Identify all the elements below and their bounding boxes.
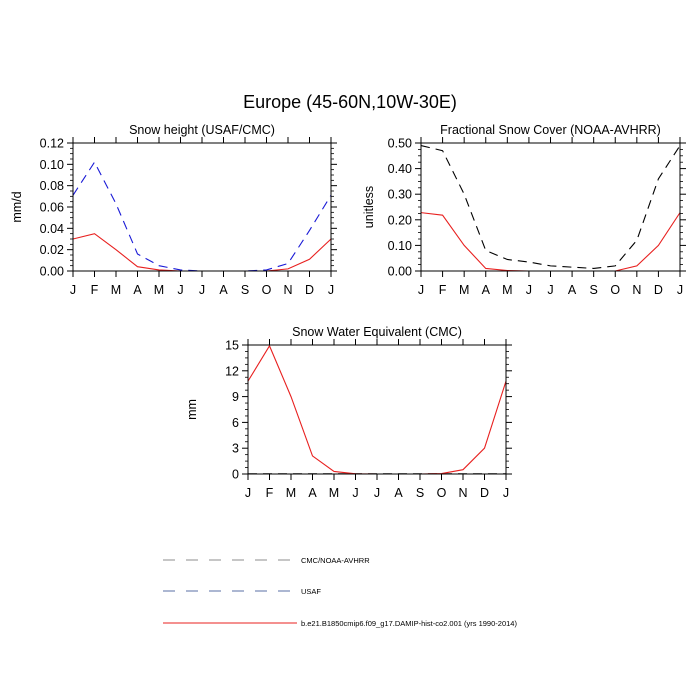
y-axis-label: mm/d <box>10 191 24 222</box>
y-tick-label: 0.02 <box>40 243 64 257</box>
legend-label: USAF <box>301 587 321 596</box>
x-tick-label: A <box>568 283 577 297</box>
y-tick-label: 15 <box>225 339 239 353</box>
x-tick-label: J <box>677 283 683 297</box>
legend-item: b.e21.B1850cmip6.f09_g17.DAMIP-hist-co2.… <box>163 619 517 628</box>
legend: CMC/NOAA-AVHRR USAF b.e21.B1850cmip6.f09_g… <box>163 556 517 628</box>
x-tick-label: A <box>133 283 142 297</box>
y-tick-label: 12 <box>225 364 239 378</box>
x-tick-label: N <box>458 486 467 500</box>
y-tick-label: 0.10 <box>388 239 412 253</box>
x-tick-label: J <box>374 486 380 500</box>
chart-panel-snow-height: Snow height (USAF/CMC) mm/d 0.00 0.02 0.04 0.… <box>10 123 337 297</box>
series-line-usaf <box>72 161 332 272</box>
plot-frame <box>247 344 507 475</box>
y-tick-label: 6 <box>232 416 239 430</box>
x-tick-label: J <box>199 283 205 297</box>
y-tick-label: 0.30 <box>388 188 412 202</box>
x-tick-label: O <box>262 283 272 297</box>
x-tick-label: M <box>502 283 512 297</box>
panel-title: Fractional Snow Cover (NOAA-AVHRR) <box>440 123 661 137</box>
legend-item: CMC/NOAA-AVHRR <box>163 556 370 565</box>
x-tick-label: J <box>328 283 334 297</box>
x-tick-label: O <box>610 283 620 297</box>
chart-panel-fractional-snow-cover: Fractional Snow Cover (NOAA-AVHRR) unitle… <box>362 123 686 297</box>
x-tick-label: J <box>177 283 183 297</box>
plot-frame <box>420 142 681 272</box>
y-tick-label: 0.06 <box>40 201 64 215</box>
figure-title: Europe (45-60N,10W-30E) <box>243 92 457 112</box>
series-line-model <box>72 233 332 272</box>
y-tick-label: 0.00 <box>388 265 412 279</box>
x-tick-label: M <box>459 283 469 297</box>
legend-label: CMC/NOAA-AVHRR <box>301 556 370 565</box>
x-tick-label: D <box>480 486 489 500</box>
y-tick-label: 9 <box>232 390 239 404</box>
y-tick-label: 0 <box>232 468 239 482</box>
x-tick-label: D <box>654 283 663 297</box>
y-tick-label: 3 <box>232 442 239 456</box>
x-tick-label: S <box>589 283 597 297</box>
x-tick-label: N <box>283 283 292 297</box>
y-tick-label: 0.04 <box>40 222 64 236</box>
y-tick-label: 0.50 <box>388 137 412 151</box>
y-tick-label: 0.10 <box>40 158 64 172</box>
panel-title: Snow height (USAF/CMC) <box>129 123 275 137</box>
y-tick-label: 0.12 <box>40 137 64 151</box>
series-line-model <box>247 344 507 475</box>
x-tick-label: F <box>439 283 447 297</box>
y-axis-label: unitless <box>362 186 376 228</box>
y-tick-label: 0.40 <box>388 162 412 176</box>
x-tick-label: F <box>91 283 99 297</box>
y-tick-label: 0.20 <box>388 213 412 227</box>
x-tick-label: M <box>286 486 296 500</box>
x-tick-label: M <box>154 283 164 297</box>
y-tick-label: 0.08 <box>40 179 64 193</box>
x-tick-label: J <box>547 283 553 297</box>
x-tick-label: A <box>482 283 491 297</box>
x-tick-label: M <box>111 283 121 297</box>
x-tick-label: J <box>526 283 532 297</box>
x-tick-label: D <box>305 283 314 297</box>
legend-item: USAF <box>163 587 321 596</box>
panel-title: Snow Water Equivalent (CMC) <box>292 325 462 339</box>
x-tick-label: J <box>70 283 76 297</box>
x-tick-label: M <box>329 486 339 500</box>
x-tick-label: J <box>418 283 424 297</box>
x-tick-label: N <box>632 283 641 297</box>
x-tick-label: J <box>245 486 251 500</box>
series-line-model <box>420 212 681 272</box>
x-tick-label: O <box>437 486 447 500</box>
legend-label: b.e21.B1850cmip6.f09_g17.DAMIP-hist-co2.… <box>301 619 517 628</box>
panels: Snow height (USAF/CMC) mm/d 0.00 0.02 0.04 0.… <box>10 123 686 500</box>
plot-frame <box>72 142 332 272</box>
x-tick-label: A <box>219 283 228 297</box>
x-tick-label: A <box>394 486 403 500</box>
series-line-obs <box>420 145 681 269</box>
x-tick-label: J <box>503 486 509 500</box>
x-tick-label: J <box>352 486 358 500</box>
x-tick-label: A <box>308 486 317 500</box>
y-tick-label: 0.00 <box>40 265 64 279</box>
x-tick-label: S <box>416 486 424 500</box>
x-tick-label: F <box>266 486 274 500</box>
y-axis-label: mm <box>185 399 199 420</box>
x-tick-label: S <box>241 283 249 297</box>
